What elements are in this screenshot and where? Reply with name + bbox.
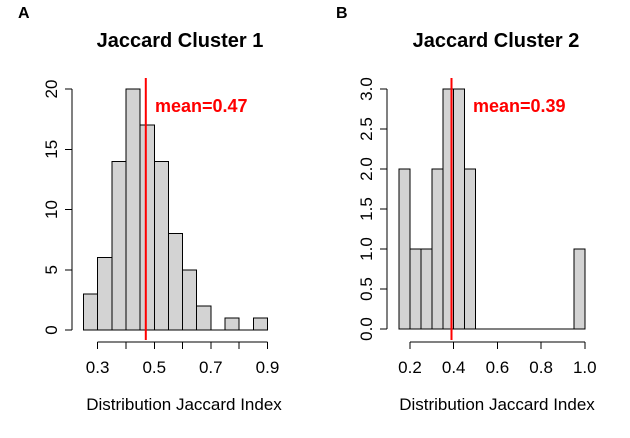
y-tick-label: 2.0: [357, 157, 376, 181]
x-tick-label: 0.4: [442, 358, 466, 377]
y-tick-label: 10: [42, 200, 61, 219]
histogram-bar: [97, 257, 113, 331]
x-tick-label: 0.7: [199, 358, 223, 377]
histogram-bar: [573, 248, 586, 330]
histogram-bar: [224, 317, 240, 331]
y-tick-label: 5: [42, 265, 61, 274]
panel-a: 0 5 10 15 20 0.3 0.5 0.7 0.9: [42, 78, 279, 377]
x-tick-label: 1.0: [573, 358, 597, 377]
y-tick-label: 15: [42, 140, 61, 159]
panel-b-letter: B: [336, 5, 348, 22]
x-tick-label: 0.8: [529, 358, 553, 377]
histogram-bar: [139, 124, 155, 331]
y-tick-label: 20: [42, 80, 61, 99]
histogram-bar: [464, 168, 477, 330]
y-tick-label: 1.5: [357, 197, 376, 221]
histogram-bar: [125, 88, 141, 331]
panel-b: 0.0 0.5 1.0 1.5 2.0 2.5 3.0 0.2 0.4 0.6 0.8 1.0: [357, 77, 597, 377]
y-tick-label: 0.0: [357, 317, 376, 341]
histogram-bar: [153, 160, 170, 331]
histogram-bar: [431, 168, 444, 330]
y-tick-label: 3.0: [357, 77, 376, 101]
histogram-bar: [453, 88, 466, 330]
histogram-bar: [167, 233, 184, 331]
panel-b-title: Jaccard Cluster 2: [412, 30, 580, 52]
panel-a-letter: A: [18, 5, 30, 22]
y-tick-label: 1.0: [357, 237, 376, 261]
histogram-bar: [252, 317, 269, 331]
histogram-bar: [409, 248, 422, 330]
y-tick-label: 0: [42, 325, 61, 334]
y-tick-label: 2.5: [357, 117, 376, 141]
panel-a-xaxis-title: Distribution Jaccard Index: [86, 395, 282, 414]
x-tick-label: 0.6: [486, 358, 510, 377]
panel-a-mean-annotation: mean=0.47: [155, 96, 248, 116]
panel-b-xaxis-title: Distribution Jaccard Index: [399, 395, 595, 414]
histogram-bar: [196, 305, 212, 331]
histogram-bar: [182, 269, 198, 331]
panel-b-mean-annotation: mean=0.39: [473, 96, 566, 116]
histogram-bar: [398, 168, 411, 330]
y-tick-label: 0.5: [357, 277, 376, 301]
x-tick-label: 0.5: [142, 358, 166, 377]
x-tick-label: 0.9: [256, 358, 280, 377]
histogram-bar: [83, 293, 99, 331]
x-tick-label: 0.2: [398, 358, 422, 377]
histogram-bar: [111, 160, 127, 331]
x-tick-label: 0.3: [86, 358, 110, 377]
panel-a-title: Jaccard Cluster 1: [96, 30, 264, 52]
histogram-bar: [420, 248, 433, 330]
